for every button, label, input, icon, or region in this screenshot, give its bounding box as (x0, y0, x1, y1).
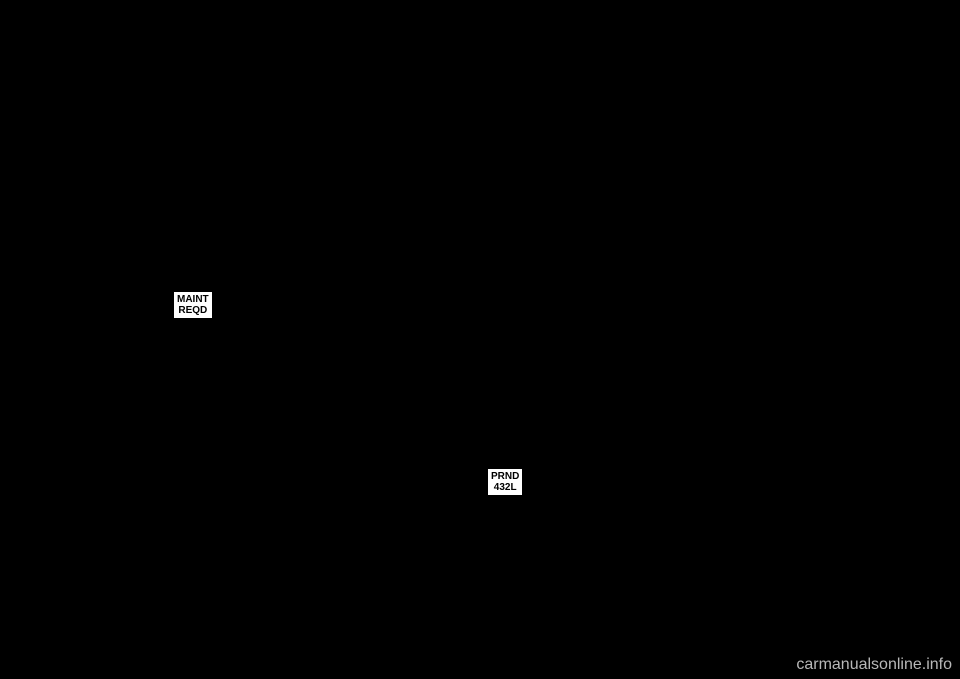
maint-reqd-line1: MAINT (177, 294, 209, 305)
watermark-text: carmanualsonline.info (796, 656, 952, 674)
gear-line1: PRND (491, 471, 519, 482)
gear-indicator: PRND 432L (487, 468, 523, 496)
gear-line2: 432L (491, 482, 519, 493)
maint-reqd-line2: REQD (177, 305, 209, 316)
maint-reqd-indicator: MAINT REQD (173, 291, 213, 319)
